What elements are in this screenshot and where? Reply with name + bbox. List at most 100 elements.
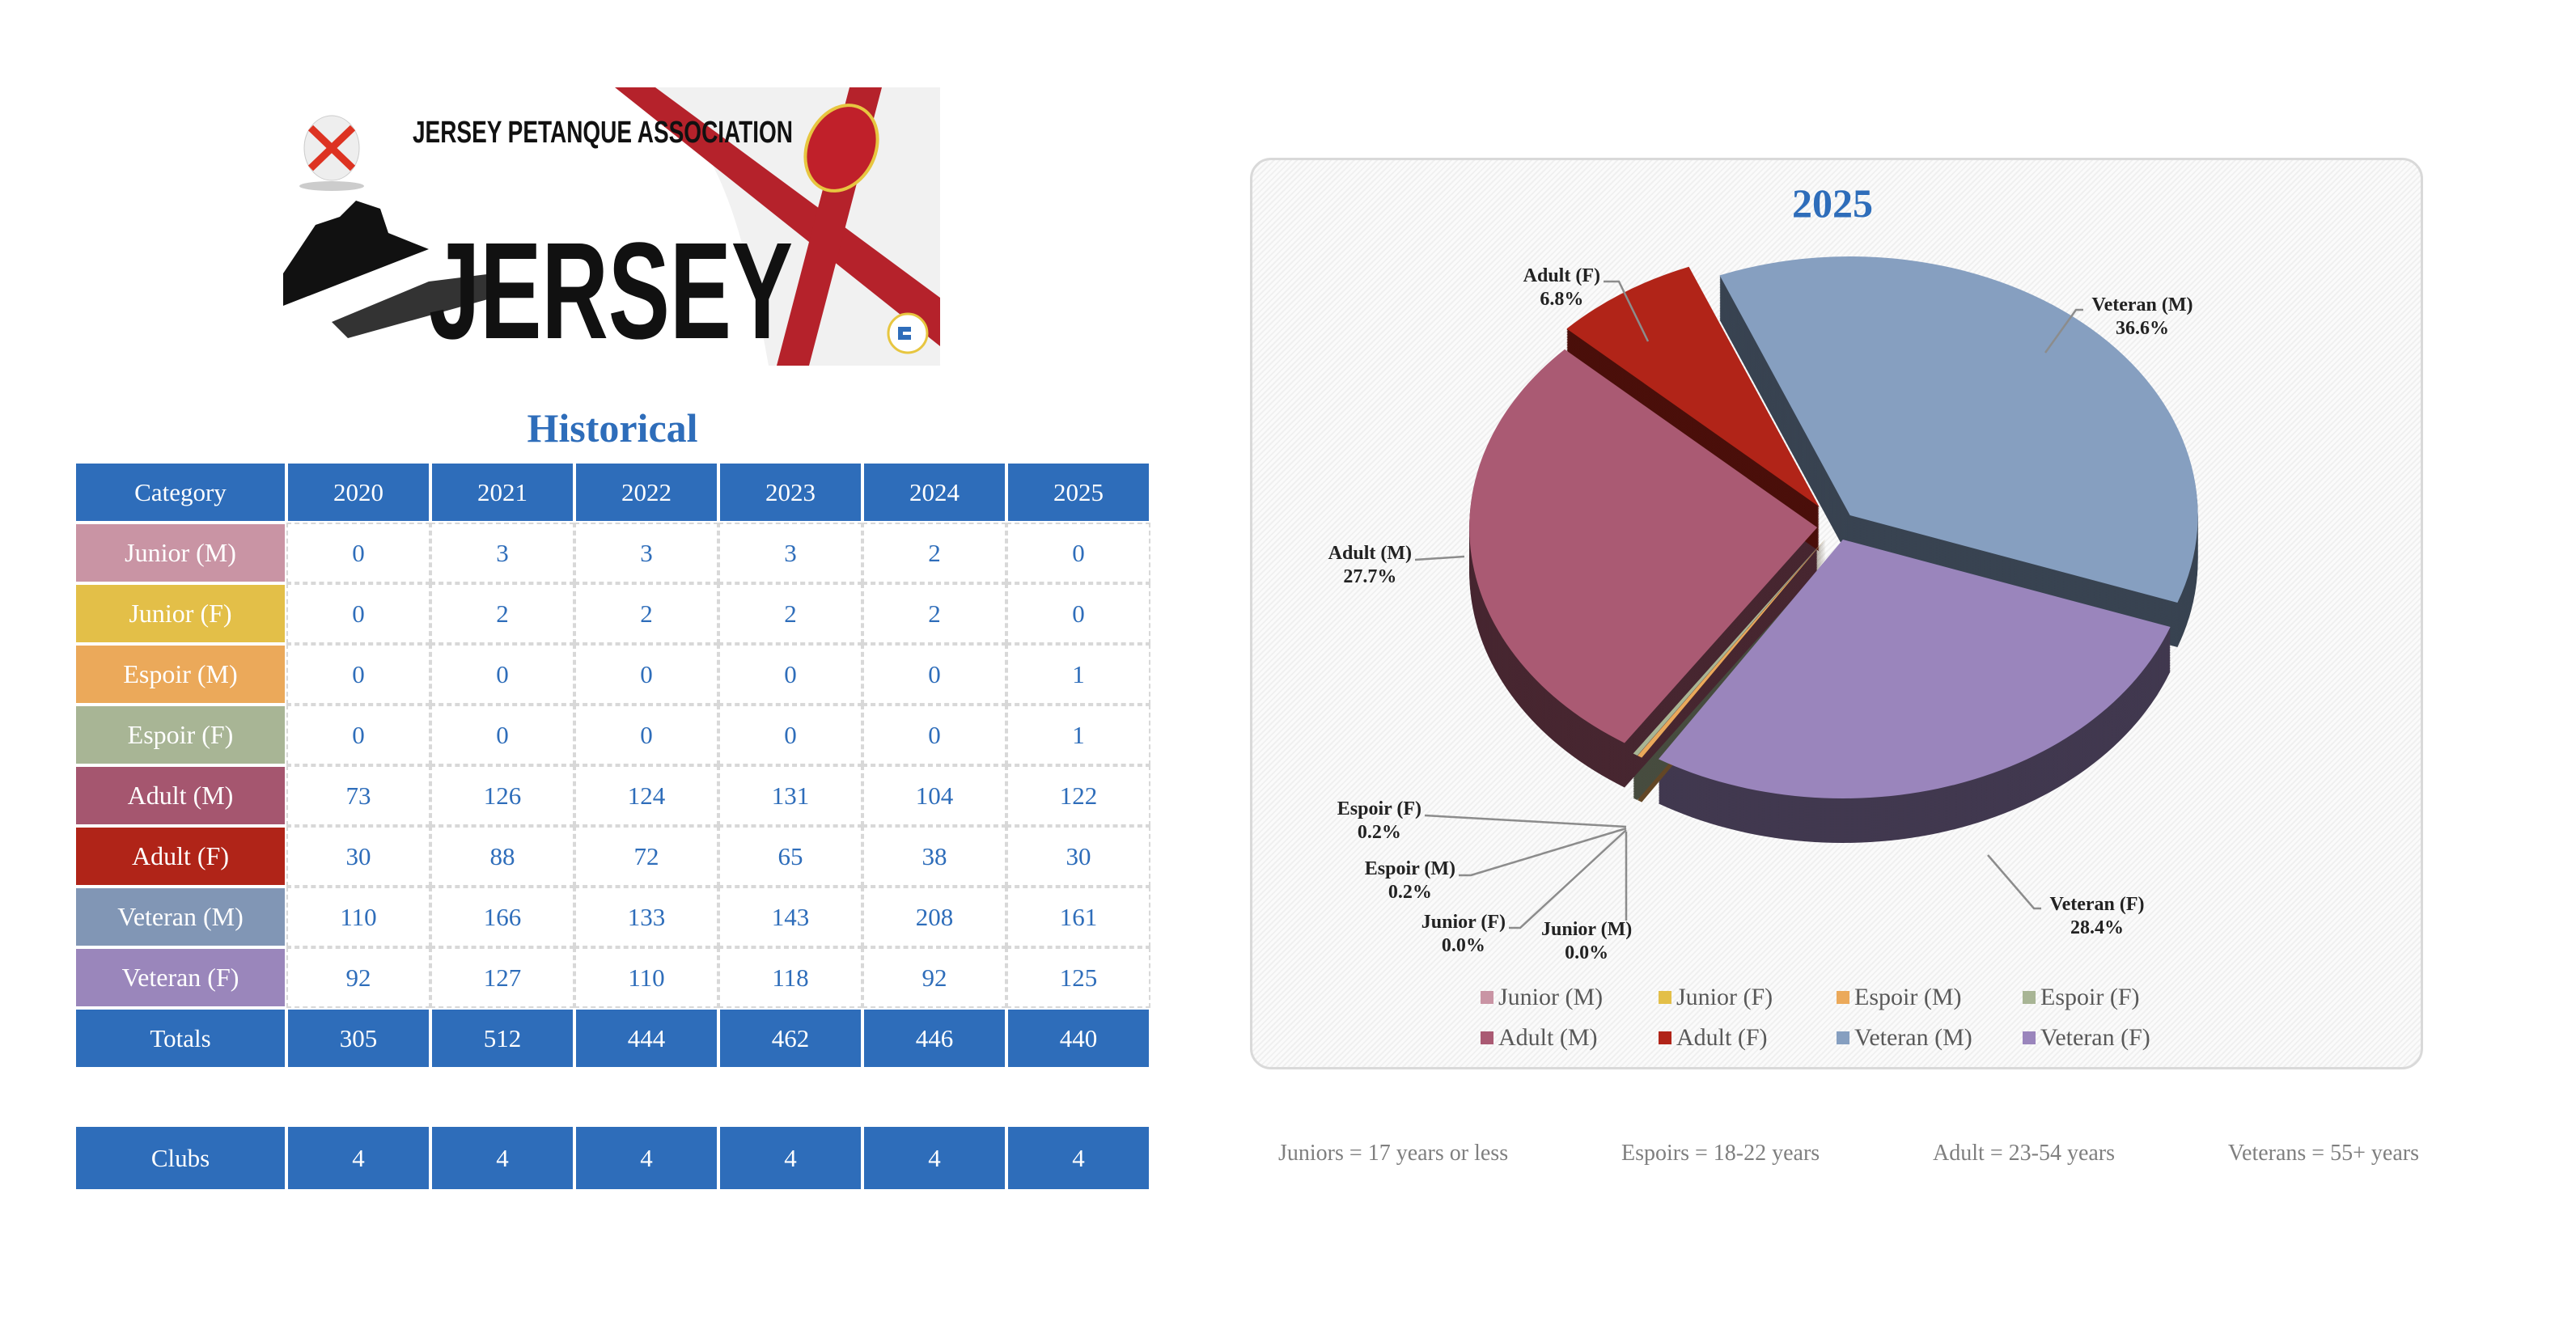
value-cell: 122 bbox=[1006, 765, 1150, 826]
header-year: 2024 bbox=[864, 464, 1005, 521]
value-cell: 0 bbox=[574, 705, 718, 765]
value-cell: 0 bbox=[1006, 523, 1150, 583]
legend-label: Junior (M) bbox=[1498, 984, 1604, 1010]
footnote-espoirs: Espoirs = 18-22 years bbox=[1621, 1141, 1820, 1166]
header-year: 2020 bbox=[288, 464, 429, 521]
data-label-category: Adult (F) bbox=[1523, 265, 1600, 286]
legend-label: Adult (M) bbox=[1498, 1024, 1598, 1051]
data-label-category: Espoir (F) bbox=[1337, 798, 1421, 819]
jersey-petanque-logo: JERSEY PETANQUE ASSOCIATION JERSEY bbox=[283, 87, 940, 366]
value-cell: 166 bbox=[430, 887, 574, 947]
legend-item: Veteran (F) bbox=[2023, 1024, 2150, 1052]
value-cell: 0 bbox=[430, 705, 574, 765]
logo-org-name: JERSEY PETANQUE ASSOCIATION bbox=[413, 116, 793, 150]
value-cell: 118 bbox=[718, 947, 862, 1008]
value-cell: 92 bbox=[862, 947, 1006, 1008]
value-cell: 2 bbox=[718, 583, 862, 644]
legend-swatch bbox=[1659, 991, 1671, 1004]
data-label: Junior (M) 0.0% bbox=[1541, 918, 1632, 965]
data-label-percent: 0.0% bbox=[1565, 942, 1609, 963]
value-cell: 1 bbox=[1006, 705, 1150, 765]
category-cell: Junior (F) bbox=[76, 585, 285, 642]
value-cell: 0 bbox=[286, 705, 430, 765]
clubs-cell: 4 bbox=[576, 1127, 717, 1189]
legend-swatch bbox=[2023, 1031, 2036, 1044]
value-cell: 2 bbox=[574, 583, 718, 644]
value-cell: 124 bbox=[574, 765, 718, 826]
value-cell: 72 bbox=[574, 826, 718, 887]
historical-table: Category 2020 2021 2022 2023 2024 2025 Junior (… bbox=[76, 464, 1150, 1067]
footnote-juniors: Juniors = 17 years or less bbox=[1278, 1141, 1509, 1166]
clubs-cell: 4 bbox=[864, 1127, 1005, 1189]
value-cell: 104 bbox=[862, 765, 1006, 826]
value-cell: 2 bbox=[862, 583, 1006, 644]
value-cell: 3 bbox=[718, 523, 862, 583]
value-cell: 133 bbox=[574, 887, 718, 947]
clubs-table: Clubs 4 4 4 4 4 4 bbox=[76, 1127, 1149, 1189]
data-label: Adult (F) 6.8% bbox=[1523, 265, 1600, 311]
value-cell: 0 bbox=[574, 644, 718, 705]
header-year: 2023 bbox=[720, 464, 861, 521]
data-label-percent: 28.4% bbox=[2070, 917, 2124, 938]
data-label: Veteran (F) 28.4% bbox=[2049, 893, 2144, 940]
legend-swatch bbox=[1837, 991, 1849, 1004]
value-cell: 0 bbox=[862, 644, 1006, 705]
header-year: 2022 bbox=[576, 464, 717, 521]
value-cell: 2 bbox=[862, 523, 1006, 583]
data-label-category: Junior (F) bbox=[1421, 912, 1506, 933]
value-cell: 161 bbox=[1006, 887, 1150, 947]
legend-label: Veteran (M) bbox=[1854, 1024, 1972, 1051]
value-cell: 0 bbox=[862, 705, 1006, 765]
totals-cell: 440 bbox=[1008, 1010, 1149, 1067]
data-label-category: Espoir (M) bbox=[1364, 858, 1455, 879]
legend-item: Junior (F) bbox=[1659, 984, 1773, 1011]
legend-label: Espoir (M) bbox=[1854, 984, 1962, 1010]
footnote-adult: Adult = 23-54 years bbox=[1933, 1141, 2116, 1166]
logo-wordmark: JERSEY bbox=[429, 214, 793, 366]
value-cell: 38 bbox=[862, 826, 1006, 887]
legend-item: Adult (M) bbox=[1481, 1024, 1598, 1052]
data-label-category: Adult (M) bbox=[1328, 543, 1412, 564]
value-cell: 0 bbox=[718, 644, 862, 705]
value-cell: 88 bbox=[430, 826, 574, 887]
value-cell: 0 bbox=[718, 705, 862, 765]
clubs-cell: 4 bbox=[432, 1127, 573, 1189]
clubs-cell: 4 bbox=[720, 1127, 861, 1189]
value-cell: 92 bbox=[286, 947, 430, 1008]
value-cell: 125 bbox=[1006, 947, 1150, 1008]
data-label-percent: 0.2% bbox=[1388, 882, 1432, 903]
value-cell: 30 bbox=[286, 826, 430, 887]
category-cell: Adult (F) bbox=[76, 828, 285, 885]
value-cell: 0 bbox=[286, 523, 430, 583]
value-cell: 0 bbox=[286, 583, 430, 644]
value-cell: 0 bbox=[430, 644, 574, 705]
value-cell: 143 bbox=[718, 887, 862, 947]
value-cell: 73 bbox=[286, 765, 430, 826]
footnote-veterans: Veterans = 55+ years bbox=[2227, 1141, 2419, 1166]
header-category: Category bbox=[76, 464, 285, 521]
value-cell: 0 bbox=[1006, 583, 1150, 644]
data-label-percent: 36.6% bbox=[2116, 318, 2169, 339]
totals-label: Totals bbox=[76, 1010, 285, 1067]
value-cell: 2 bbox=[430, 583, 574, 644]
value-cell: 131 bbox=[718, 765, 862, 826]
age-footnotes: Juniors = 17 years or less Espoirs = 18-… bbox=[1278, 1141, 2419, 1167]
data-label: Adult (M) 27.7% bbox=[1328, 542, 1412, 589]
value-cell: 3 bbox=[574, 523, 718, 583]
legend-swatch bbox=[1481, 991, 1493, 1004]
category-cell: Veteran (M) bbox=[76, 888, 285, 946]
legend-swatch bbox=[2023, 991, 2036, 1004]
legend-item: Espoir (F) bbox=[2023, 984, 2140, 1011]
data-label-category: Junior (M) bbox=[1541, 919, 1633, 940]
category-cell: Junior (M) bbox=[76, 524, 285, 582]
chart-title: 2025 bbox=[1792, 180, 1873, 226]
legend-item: Espoir (M) bbox=[1837, 984, 1961, 1011]
data-label: Veteran (M) 36.6% bbox=[2091, 294, 2193, 341]
data-label-category: Veteran (M) bbox=[2091, 294, 2193, 315]
totals-cell: 512 bbox=[432, 1010, 573, 1067]
value-cell: 126 bbox=[430, 765, 574, 826]
value-cell: 208 bbox=[862, 887, 1006, 947]
value-cell: 30 bbox=[1006, 826, 1150, 887]
category-cell: Adult (M) bbox=[76, 767, 285, 824]
data-label-percent: 0.2% bbox=[1357, 822, 1401, 843]
